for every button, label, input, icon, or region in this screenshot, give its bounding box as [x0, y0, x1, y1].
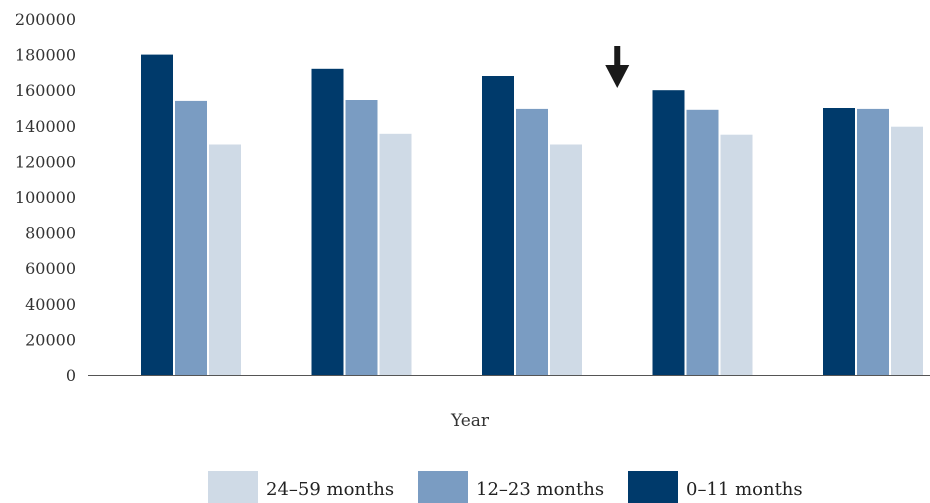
bars-group: [141, 54, 923, 376]
legend-swatch: [208, 471, 258, 503]
legend: 24–59 months 12–23 months 0–11 months: [208, 471, 803, 503]
legend-swatch: [418, 471, 468, 503]
y-tick-label: 180000: [15, 46, 76, 65]
y-tick-label: 200000: [15, 10, 76, 29]
legend-label: 0–11 months: [686, 479, 803, 500]
y-tick-label: 120000: [15, 152, 76, 171]
legend-label: 24–59 months: [266, 479, 394, 500]
down-arrow-annotation: [605, 46, 630, 88]
y-tick-label: 80000: [25, 224, 76, 243]
bar: [379, 133, 412, 375]
bar: [175, 100, 207, 376]
x-axis-title: Year: [450, 411, 490, 431]
annotation-group: [605, 46, 630, 88]
y-tick-label: 20000: [25, 330, 76, 349]
y-tick-label: 160000: [15, 81, 76, 100]
bar: [516, 108, 548, 376]
legend-swatch: [628, 471, 678, 503]
bar: [686, 109, 719, 376]
bar: [550, 144, 582, 375]
legend-item: 24–59 months: [208, 471, 394, 503]
y-axis: 0 20000 40000 60000 80000 100000 120000 140000 1…: [15, 10, 76, 385]
legend-item: 0–11 months: [628, 471, 803, 503]
bar: [482, 76, 514, 375]
legend-label: 12–23 months: [476, 479, 604, 500]
bar: [652, 90, 685, 375]
bar: [720, 134, 753, 375]
bar: [345, 100, 378, 375]
bar: [209, 144, 241, 375]
y-tick-label: 40000: [25, 295, 76, 314]
y-tick-label: 100000: [15, 188, 76, 207]
y-tick-label: 60000: [25, 259, 76, 278]
y-tick-label: 0: [66, 366, 76, 385]
bar: [311, 68, 344, 376]
bar: [141, 54, 173, 375]
y-tick-label: 140000: [15, 117, 76, 136]
bar: [891, 126, 923, 375]
bar: [823, 108, 855, 375]
bar: [857, 108, 889, 376]
legend-item: 12–23 months: [418, 471, 604, 503]
